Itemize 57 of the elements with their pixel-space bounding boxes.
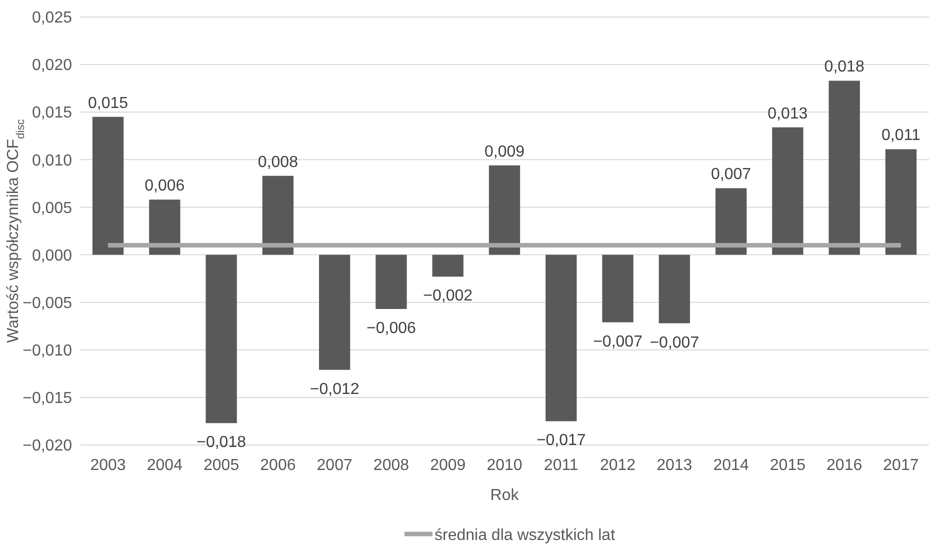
bar (772, 127, 804, 255)
x-tick-label: 2012 (600, 457, 636, 474)
y-tick-label: 0,010 (32, 152, 72, 170)
bar (885, 149, 917, 255)
bar (828, 80, 860, 255)
data-label: 0,006 (144, 178, 185, 195)
data-label: 0,011 (882, 127, 920, 144)
bar (488, 165, 520, 255)
data-label: −0,017 (536, 432, 586, 450)
data-label: 0,008 (258, 154, 298, 171)
y-tick-label: 0,025 (32, 10, 72, 27)
x-tick-label: 2006 (260, 457, 296, 474)
data-label: −0,012 (310, 380, 360, 398)
bar (602, 254, 634, 322)
data-label: −0,018 (196, 434, 246, 452)
data-label: −0,002 (423, 288, 473, 305)
y-tick-label: −0,010 (22, 342, 72, 360)
x-tick-label: 2017 (883, 457, 919, 474)
bar (432, 254, 464, 277)
data-label: 0,007 (711, 166, 752, 184)
y-tick-label: −0,015 (22, 390, 72, 408)
x-tick-label: 2005 (204, 457, 240, 474)
data-label: 0,015 (88, 94, 128, 112)
x-tick-label: 2013 (656, 457, 692, 474)
y-tick-label: 0,015 (32, 104, 72, 122)
y-tick-label: −0,005 (22, 294, 72, 312)
x-tick-label: 2007 (316, 457, 352, 474)
x-tick-label: 2003 (90, 457, 126, 474)
bar (92, 116, 124, 255)
bar (319, 254, 350, 370)
bar (262, 176, 294, 255)
y-tick-label: 0,020 (32, 57, 72, 74)
y-tick-label: 0,000 (32, 247, 72, 264)
y-tick-label: −0,020 (22, 438, 72, 455)
data-label: 0,009 (484, 143, 525, 160)
bar (149, 200, 180, 255)
bar (206, 254, 237, 424)
data-label: −0,006 (366, 320, 416, 337)
bar (658, 254, 690, 324)
legend-label: średnia dla wszystkich lat (434, 527, 616, 544)
data-label: 0,013 (768, 105, 808, 122)
data-label: −0,007 (650, 334, 700, 352)
x-tick-label: 2015 (770, 457, 806, 474)
x-tick-label: 2010 (486, 457, 522, 474)
x-tick-label: 2008 (373, 457, 410, 474)
x-tick-label: 2004 (146, 457, 183, 474)
bar (715, 188, 747, 255)
data-label: −0,007 (593, 333, 643, 350)
x-tick-label: 2014 (713, 457, 749, 474)
x-axis-title: Rok (490, 487, 520, 504)
bar (546, 254, 577, 422)
x-tick-label: 2009 (430, 457, 466, 474)
y-tick-label: 0,005 (32, 200, 72, 217)
bar (376, 254, 407, 309)
x-tick-label: 2011 (544, 457, 578, 474)
data-label: 0,018 (824, 58, 864, 76)
x-tick-label: 2016 (826, 457, 862, 474)
